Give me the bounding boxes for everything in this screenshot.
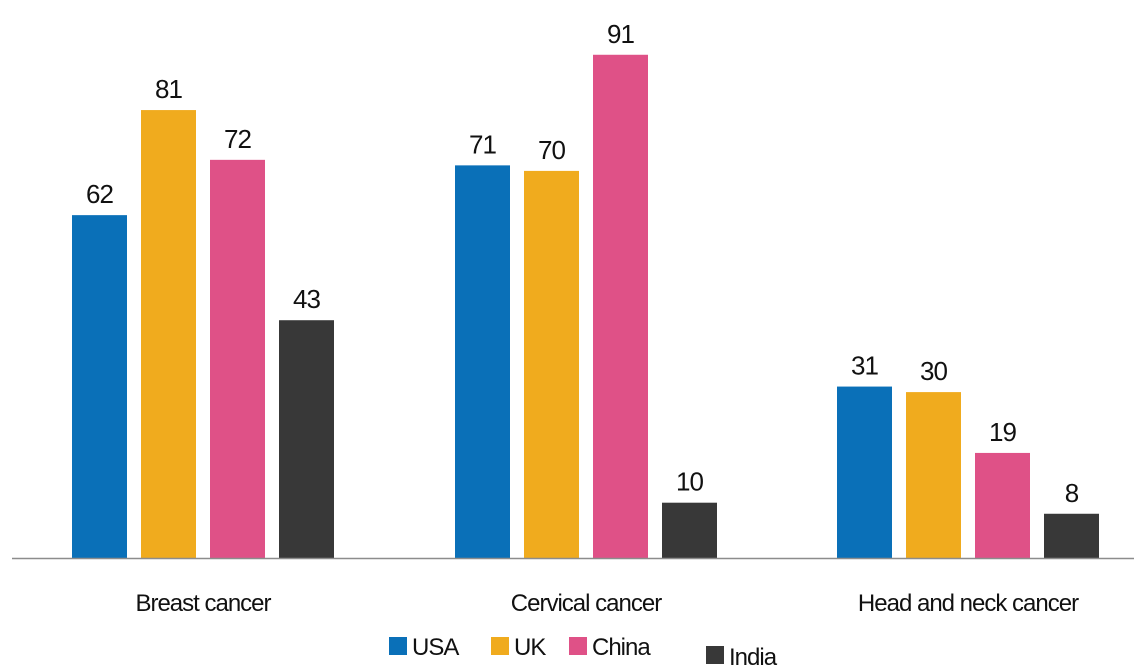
- legend-swatch-uk: [491, 637, 509, 655]
- data-label-breast-cancer-china: 72: [224, 124, 251, 154]
- bar-breast-cancer-usa: [72, 215, 127, 558]
- bar-breast-cancer-china: [210, 159, 265, 558]
- x-tick-label-breast-cancer: Breast cancer: [135, 590, 271, 617]
- bar-cervical-cancer-uk: [524, 170, 579, 558]
- legend-label-usa: USA: [412, 634, 459, 661]
- bar-cervical-cancer-usa: [455, 165, 510, 558]
- bar-head-and-neck-cancer-uk: [906, 392, 961, 558]
- legend-label-china: China: [592, 634, 651, 661]
- legend-label-uk: UK: [514, 634, 546, 661]
- data-label-cervical-cancer-usa: 71: [469, 129, 496, 159]
- x-tick-label-head-and-neck-cancer: Head and neck cancer: [858, 590, 1079, 617]
- data-label-breast-cancer-india: 43: [293, 284, 320, 314]
- legend-swatch-usa: [389, 637, 407, 655]
- data-label-cervical-cancer-india: 10: [676, 467, 703, 497]
- data-label-breast-cancer-usa: 62: [86, 179, 113, 209]
- data-label-head-and-neck-cancer-uk: 30: [920, 356, 947, 386]
- x-tick-label-cervical-cancer: Cervical cancer: [511, 590, 662, 617]
- data-label-head-and-neck-cancer-usa: 31: [851, 351, 878, 381]
- data-label-head-and-neck-cancer-china: 19: [989, 417, 1016, 447]
- data-label-breast-cancer-uk: 81: [155, 74, 182, 104]
- legend-swatch-india: [706, 646, 724, 664]
- data-label-head-and-neck-cancer-india: 8: [1065, 478, 1079, 508]
- bar-cervical-cancer-india: [662, 502, 717, 558]
- category-labels-group: Breast cancer Cervical cancer Head and nec…: [135, 590, 1080, 617]
- bar-breast-cancer-india: [279, 320, 334, 558]
- bar-cervical-cancer-china: [593, 54, 648, 559]
- bar-breast-cancer-uk: [141, 110, 196, 558]
- data-label-cervical-cancer-uk: 70: [538, 135, 565, 165]
- bars-group: [72, 54, 1099, 559]
- data-label-cervical-cancer-china: 91: [607, 19, 634, 49]
- bar-head-and-neck-cancer-usa: [837, 386, 892, 558]
- legend-swatch-china: [569, 637, 587, 655]
- legend: USA UK China India: [389, 634, 779, 666]
- bar-head-and-neck-cancer-india: [1044, 513, 1099, 558]
- legend-label-india: India: [729, 644, 778, 666]
- bar-head-and-neck-cancer-china: [975, 452, 1030, 558]
- value-labels-group: 62 81 72 43 71 70 91 10 31 30 19 8: [86, 19, 1080, 508]
